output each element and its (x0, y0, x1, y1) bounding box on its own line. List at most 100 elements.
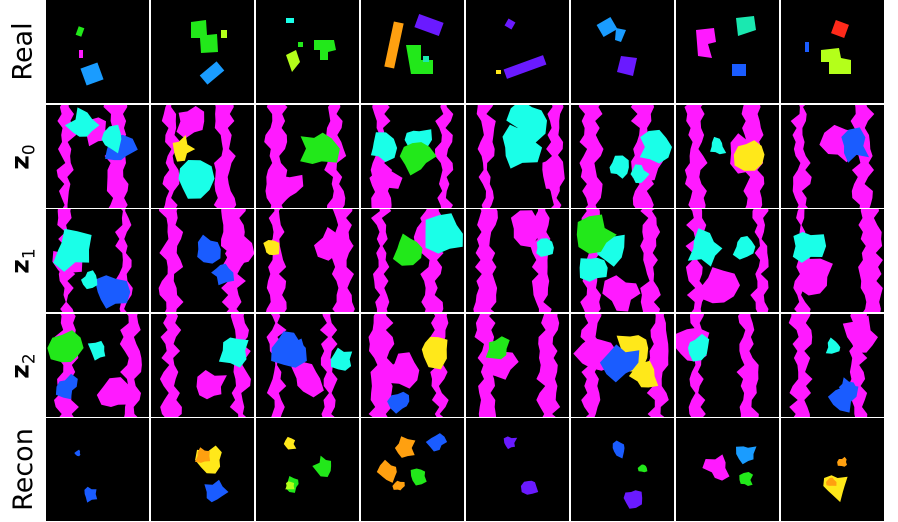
object-shape (79, 50, 83, 58)
latent-blob (687, 228, 723, 267)
tile-recon-col-8 (781, 418, 884, 521)
latent-strip (265, 209, 287, 312)
latent-strip (858, 209, 883, 312)
reconstructed-object (612, 440, 625, 459)
object-shape (384, 21, 404, 69)
tile-image (823, 456, 848, 503)
latent-blob (576, 214, 617, 254)
tile-z2-col-5 (466, 314, 569, 417)
latent-strip (158, 209, 184, 312)
tile-recon-col-2 (151, 418, 254, 521)
tile-image (676, 314, 759, 417)
latent-blob (197, 234, 221, 264)
latent-blob (291, 361, 324, 398)
tile-recon-col-3 (256, 418, 359, 521)
reconstructed-object (392, 480, 405, 491)
tile-z0-col-7 (676, 105, 779, 208)
latent-blob (369, 165, 403, 197)
object-shape (298, 42, 303, 47)
latent-strip (435, 105, 454, 208)
reconstructed-object (739, 472, 754, 486)
tile-image (371, 209, 463, 312)
tile-real-col-6 (571, 0, 674, 103)
reconstructed-object (702, 454, 730, 481)
tile-image (191, 20, 227, 85)
latent-blob (639, 129, 672, 164)
latent-blob (688, 333, 710, 362)
tile-image (368, 314, 449, 417)
tile-z1-col-5 (466, 209, 569, 312)
latent-blob (392, 233, 423, 266)
tile-image (596, 16, 637, 76)
latent-blob (330, 347, 353, 371)
tile-image (792, 209, 883, 312)
tile-z1-col-8 (781, 209, 884, 312)
latent-blob (792, 232, 827, 263)
tile-image (573, 314, 669, 417)
tile-image (264, 105, 347, 208)
latent-blob (55, 373, 78, 400)
tile-image (47, 314, 142, 417)
object-shape (615, 28, 626, 42)
tile-z1-col-1 (46, 209, 149, 312)
latent-blob (842, 315, 878, 353)
object-shape (199, 61, 225, 85)
latent-blob (825, 337, 841, 354)
latent-blob (425, 213, 463, 254)
tile-image (696, 16, 756, 76)
row-label-z1: z1 (0, 209, 46, 312)
object-shape (696, 28, 716, 58)
latent-blob (101, 124, 122, 154)
reconstructed-object (503, 436, 518, 450)
tile-recon-col-5 (466, 418, 569, 521)
tile-image (74, 449, 98, 503)
latent-strip (368, 314, 395, 417)
latent-blob (225, 235, 254, 269)
latent-blob (53, 228, 92, 272)
object-shape (496, 70, 501, 74)
latent-strip (684, 105, 708, 208)
object-shape (503, 55, 547, 79)
reconstructed-object (637, 464, 648, 473)
object-shape (736, 16, 756, 36)
tile-image (805, 20, 851, 74)
tile-image (684, 105, 765, 208)
reconstructed-object (826, 477, 837, 486)
latent-blob (263, 240, 280, 256)
latent-strip (159, 314, 182, 417)
latent-blob (542, 154, 565, 189)
tile-image (384, 13, 444, 74)
latent-blob (602, 275, 641, 312)
tile-image (578, 105, 672, 208)
tile-z2-col-2 (151, 314, 254, 417)
latent-blob (628, 360, 659, 388)
object-shape (831, 20, 849, 38)
latent-blob (510, 210, 542, 248)
object-shape (504, 18, 516, 30)
tile-z0-col-8 (781, 105, 884, 208)
tile-z0-col-2 (151, 105, 254, 208)
reconstructed-object (204, 479, 229, 503)
object-shape (596, 16, 618, 38)
tile-real-col-2 (151, 0, 254, 103)
tile-real-col-5 (466, 0, 569, 103)
latent-blob (196, 370, 227, 400)
object-shape (191, 20, 218, 53)
tile-image (474, 314, 561, 417)
row-label-recon: Recon (7, 428, 39, 511)
tile-image (369, 105, 454, 208)
tile-z2-col-3 (256, 314, 359, 417)
tile-real-col-3 (256, 0, 359, 103)
latent-blob (178, 160, 215, 199)
latent-blob (732, 236, 756, 260)
tile-recon-col-7 (676, 418, 779, 521)
tile-z1-col-6 (571, 209, 674, 312)
latent-strip (750, 209, 769, 312)
latent-strip (850, 105, 875, 208)
tile-z0-col-4 (361, 105, 464, 208)
row-label-z0: z0 (0, 105, 46, 208)
tile-real-col-7 (676, 0, 779, 103)
latent-strip (330, 209, 355, 312)
tile-image (56, 105, 138, 208)
tile-image (788, 314, 878, 417)
